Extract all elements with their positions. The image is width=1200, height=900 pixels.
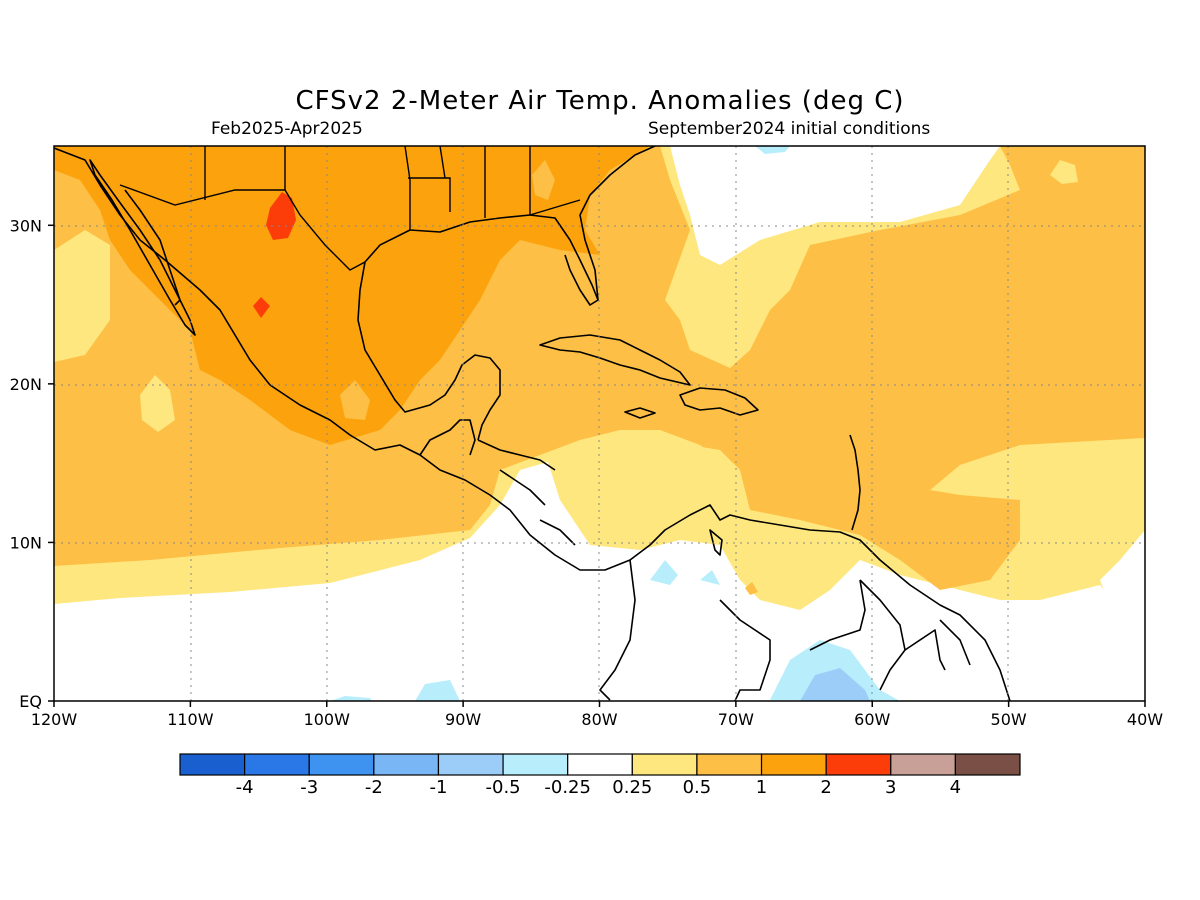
longitude-axis: 120W 110W 100W 90W 80W 70W 60W 50W 40W [31,701,1163,729]
colorbar-label: 1 [756,777,767,798]
colorbar-swatch [954,753,1021,776]
colorbar-label: -0.25 [544,777,591,798]
lon-label: 70W [718,710,754,729]
colorbar-label: 0.5 [683,777,712,798]
colorbar: -4 -3 -2 -1 -0.5 -0.25 0.25 0.5 1 2 3 4 [179,753,1021,798]
colorbar-label: 4 [950,777,961,798]
lon-label: 40W [1127,710,1163,729]
colorbar-label: -3 [300,777,318,798]
lon-label: 120W [31,710,78,729]
anomaly-fill-1-2 [54,146,650,445]
anomaly-fill-2-3 [266,192,296,240]
lon-label: 60W [854,710,890,729]
colorbar-label: 3 [885,777,896,798]
colorbar-swatch [567,753,633,776]
lat-label: 10N [10,533,42,552]
lon-label: 90W [445,710,481,729]
anomaly-field [54,146,1145,701]
anomaly-fill-neutral-east [1100,530,1145,640]
colorbar-swatch [502,753,569,776]
coastlines [54,146,1011,701]
colorbar-swatch [890,753,956,776]
lon-label: 100W [304,710,351,729]
lon-label: 80W [581,710,617,729]
colorbar-swatch [308,753,375,776]
colorbar-swatch [244,753,310,776]
lat-label: 20N [10,375,42,394]
lon-label: 50W [991,710,1027,729]
gridlines [54,146,1145,701]
colorbar-swatch [760,753,827,776]
colorbar-swatch [179,753,246,776]
anomaly-fill-neutral-atlantic [670,146,1000,265]
latitude-axis: EQ 10N 20N 30N [10,216,54,711]
forecast-period: Feb2025-Apr2025 [211,119,363,139]
colorbar-swatch [373,753,440,776]
colorbar-label: 2 [820,777,831,798]
colorbar-swatch [696,753,763,776]
colorbar-swatch [631,753,698,776]
map-title: CFSv2 2-Meter Air Temp. Anomalies (deg C… [295,86,905,116]
lat-label: EQ [19,692,42,711]
colorbar-label: -4 [236,777,254,798]
anomaly-fill-neg-0-5 [800,668,870,701]
initial-conditions: September2024 initial conditions [648,119,931,139]
colorbar-label: -1 [429,777,447,798]
colorbar-label: 0.25 [612,777,652,798]
lat-label: 30N [10,216,42,235]
colorbar-swatch [437,753,504,776]
lon-label: 110W [167,710,214,729]
political-borders [119,146,581,271]
colorbar-label: -0.5 [486,777,521,798]
colorbar-label: -2 [365,777,383,798]
colorbar-swatch [825,753,892,776]
